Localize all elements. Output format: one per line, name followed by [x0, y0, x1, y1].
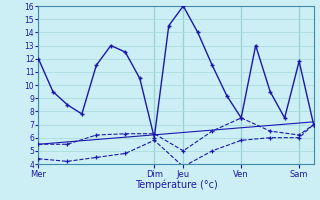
X-axis label: Température (°c): Température (°c) [135, 180, 217, 190]
